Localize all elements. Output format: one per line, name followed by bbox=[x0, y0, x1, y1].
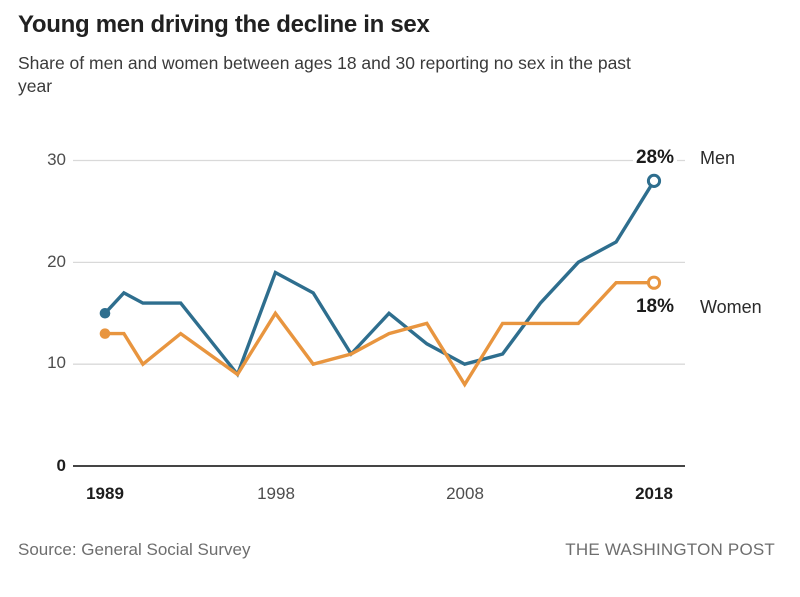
subtitle-line-2: year bbox=[18, 76, 53, 96]
men-start-dot bbox=[99, 307, 111, 319]
men-line bbox=[103, 179, 656, 378]
y-axis-tick-20: 20 bbox=[47, 252, 66, 271]
women-series-label: Women bbox=[700, 297, 762, 317]
y-axis-tick-0: 0 bbox=[56, 456, 66, 475]
x-axis-tick-2018: 2018 bbox=[635, 484, 673, 503]
women-end-dot bbox=[646, 275, 662, 290]
x-axis-tick-1989: 1989 bbox=[86, 484, 124, 503]
men-end-dot bbox=[646, 173, 662, 188]
page-title: Young men driving the decline in sex bbox=[18, 11, 430, 38]
women-line bbox=[103, 281, 656, 388]
men-series-label: Men bbox=[700, 148, 736, 168]
x-axis-tick-1998: 1998 bbox=[257, 484, 295, 503]
chart-subtitle: Share of men and women between ages 18 a… bbox=[18, 52, 631, 98]
x-axis-tick-2008: 2008 bbox=[446, 484, 484, 503]
washington-post-brand: THE WASHINGTON POST bbox=[565, 540, 775, 559]
women-end-value-label: 18% bbox=[632, 296, 677, 317]
subtitle-line-1: Share of men and women between ages 18 a… bbox=[18, 53, 631, 73]
men-end-value-label: 28% bbox=[632, 147, 677, 168]
women-start-dot bbox=[99, 328, 111, 339]
source-credit: Source: General Social Survey bbox=[18, 540, 251, 559]
y-axis-tick-30: 30 bbox=[47, 150, 66, 169]
y-axis-tick-10: 10 bbox=[47, 353, 66, 372]
